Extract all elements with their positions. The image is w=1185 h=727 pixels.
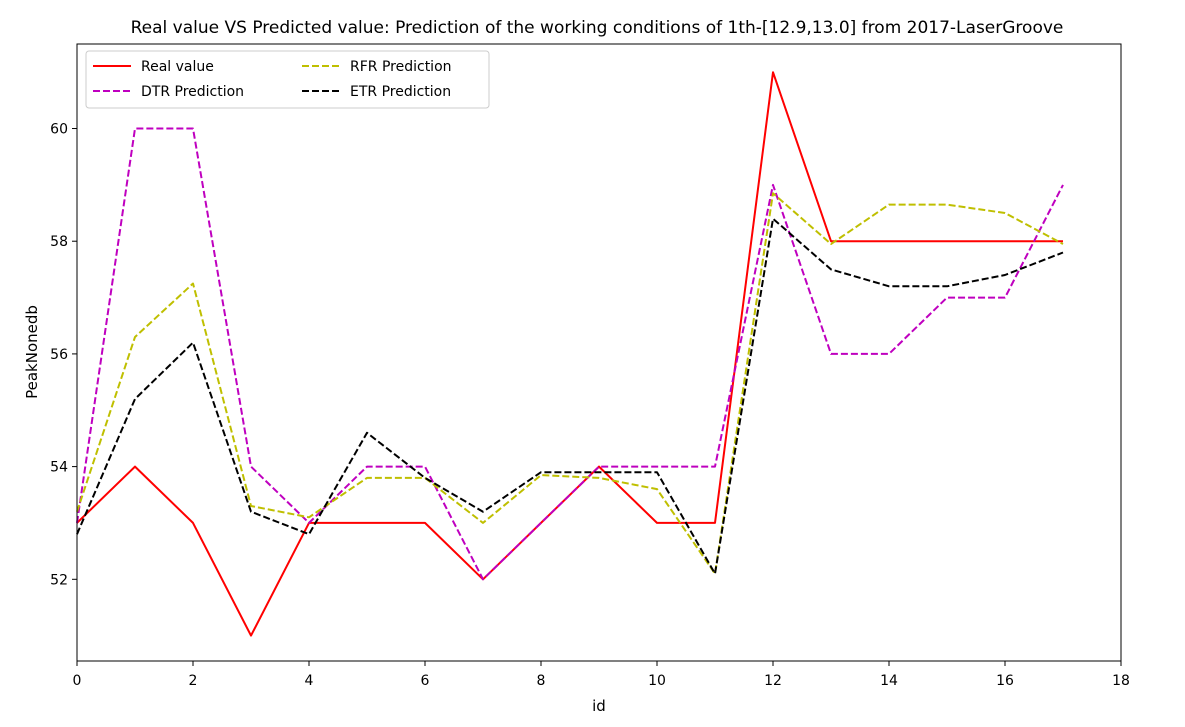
x-tick-label: 18 (1112, 673, 1130, 689)
y-tick-label: 56 (50, 347, 68, 363)
legend-box (85, 50, 490, 109)
x-axis-ticks: 0 2 4 6 8 10 12 14 16 18 (73, 661, 1130, 689)
y-tick-label: 58 (50, 234, 68, 250)
y-tick-label: 54 (50, 460, 68, 476)
x-tick-label: 16 (996, 673, 1014, 689)
legend-label: RFR Prediction (350, 59, 452, 75)
y-tick-label: 52 (50, 572, 68, 588)
x-tick-label: 6 (421, 673, 430, 689)
series-line-etr-prediction (76, 217, 1064, 575)
chart-legend: Real value DTR Prediction RFR Prediction ET… (85, 50, 490, 109)
x-tick-label: 14 (880, 673, 898, 689)
series-line-rfr-prediction (76, 192, 1064, 575)
y-axis-ticks: 52 54 56 58 60 (50, 122, 77, 588)
x-tick-label: 0 (73, 673, 82, 689)
legend-label: Real value (141, 59, 214, 75)
plot-frame (76, 43, 1122, 662)
legend-label: DTR Prediction (141, 84, 244, 100)
x-tick-label: 8 (537, 673, 546, 689)
series-line-dtr-prediction (76, 127, 1064, 581)
chart-title: Real value VS Predicted value: Predictio… (131, 18, 1064, 38)
y-axis-label: PeakNonedb (23, 305, 41, 399)
x-tick-label: 4 (305, 673, 314, 689)
legend-label: ETR Prediction (350, 84, 451, 100)
x-axis-label: id (592, 697, 606, 715)
x-tick-label: 12 (764, 673, 782, 689)
plot-lines (76, 71, 1064, 637)
x-tick-label: 2 (189, 673, 198, 689)
series-line-real-value (76, 71, 1063, 637)
x-tick-label: 10 (648, 673, 666, 689)
y-tick-label: 60 (50, 122, 68, 138)
